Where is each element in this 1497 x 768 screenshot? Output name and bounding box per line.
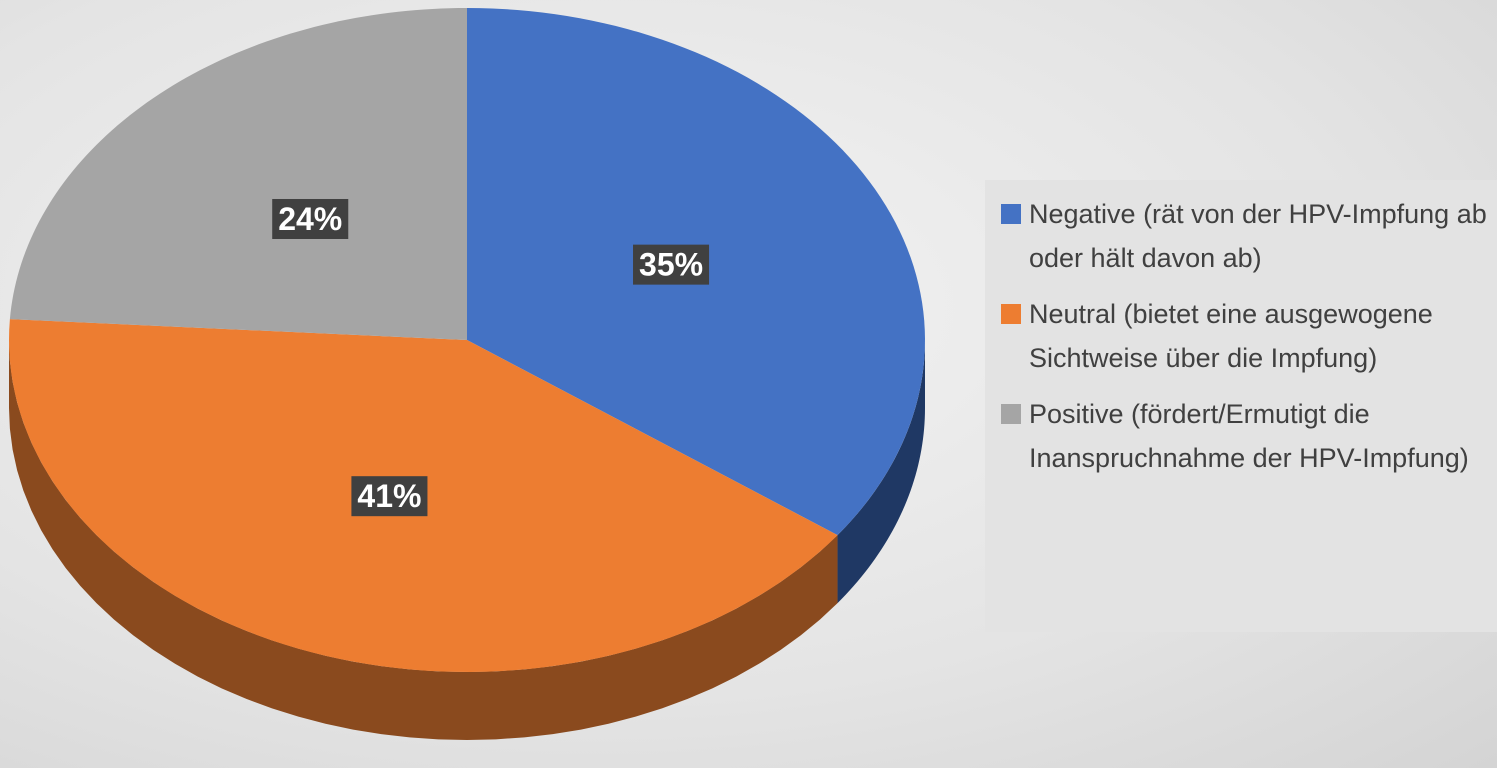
legend-label: Positive (fördert/Ermutigt die Inanspruc… bbox=[1029, 399, 1469, 473]
pie-side bbox=[837, 340, 925, 604]
legend-item: Negative (rät von der HPV-Impfung ab ode… bbox=[1001, 192, 1489, 280]
value-label-box bbox=[633, 244, 710, 285]
legend: Negative (rät von der HPV-Impfung ab ode… bbox=[985, 180, 1497, 632]
chart: 35% 41% 24% bbox=[9, 8, 925, 740]
legend-item: Positive (fördert/Ermutigt die Inanspruc… bbox=[1001, 392, 1489, 480]
value-label: 24% bbox=[272, 198, 349, 239]
legend-swatch bbox=[1001, 304, 1021, 324]
value-label: 41% bbox=[351, 476, 428, 517]
legend-swatch bbox=[1001, 404, 1021, 424]
pie-slice bbox=[9, 8, 468, 340]
pie-side bbox=[9, 340, 838, 740]
value-label-text: 41% bbox=[357, 478, 421, 514]
value-label: 35% bbox=[633, 244, 710, 285]
value-label-text: 35% bbox=[639, 247, 703, 283]
legend-item: Neutral (bietet eine ausgewogene Sichtwe… bbox=[1001, 292, 1489, 380]
legend-label: Negative (rät von der HPV-Impfung ab ode… bbox=[1029, 199, 1487, 273]
value-label-box bbox=[351, 476, 428, 517]
value-label-text: 24% bbox=[278, 201, 342, 237]
legend-swatch bbox=[1001, 204, 1021, 224]
legend-label: Neutral (bietet eine ausgewogene Sichtwe… bbox=[1029, 299, 1433, 373]
value-label-box bbox=[272, 198, 349, 239]
